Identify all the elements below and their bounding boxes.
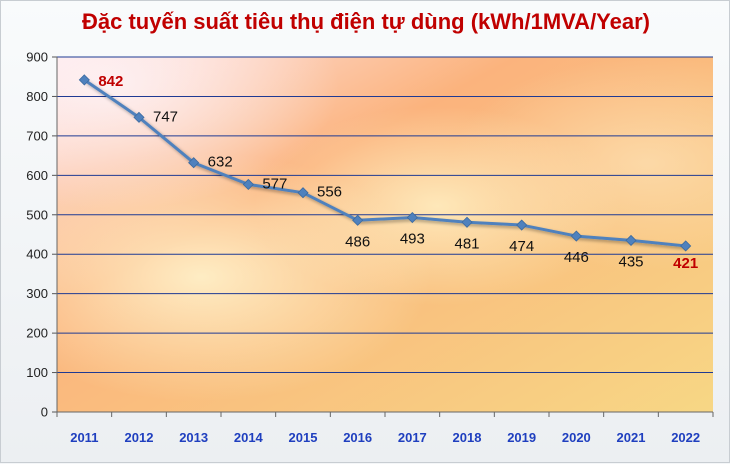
data-label: 556 [317,184,342,201]
data-label: 474 [509,238,534,255]
series-line [83,78,686,248]
data-label: 493 [400,231,425,248]
data-label: 486 [345,233,370,250]
data-label: 747 [153,108,178,125]
x-tick-label: 2020 [562,430,591,445]
axes: 0 100 200 300 400 500 600 700 800 900 2011 2012 2013… [26,50,714,445]
y-tick-label: 900 [26,50,48,65]
x-tick-label: 2016 [343,430,372,445]
x-tick-label: 2021 [617,430,646,445]
y-tick-label: 300 [26,286,48,301]
x-tick-label: 2019 [507,430,536,445]
data-point [133,111,145,123]
data-label: 632 [208,154,233,171]
plot-area [57,57,713,412]
data-series [78,74,692,252]
y-tick-label: 400 [26,247,48,262]
data-point [680,240,692,252]
y-tick-label: 100 [26,365,48,380]
data-point [406,211,418,224]
data-point [516,219,528,231]
x-tick-label: 2018 [453,430,482,445]
y-tick-label: 800 [26,89,48,104]
data-point [461,216,473,228]
chart-title: Đặc tuyến suất tiêu thụ điện tự dùng (kW… [81,9,650,34]
x-tick-label: 2014 [234,430,264,445]
data-label: 577 [262,175,287,192]
x-tick-label: 2013 [179,430,208,445]
data-label: 421 [673,255,698,272]
data-point [625,234,637,246]
x-tick-label: 2012 [125,430,154,445]
data-label: 481 [454,235,479,252]
x-tick-label: 2015 [289,430,318,445]
x-tick-label: 2011 [70,430,98,445]
y-tick-label: 500 [26,207,48,222]
data-label: 842 [98,73,123,90]
data-label: 435 [618,253,643,270]
data-point [242,178,254,190]
x-tick-label: 2017 [398,430,427,445]
data-labels: 842 747 632 577 556 486 493 481 474 446 435 421 [98,73,698,272]
y-tick-label: 600 [26,168,48,183]
x-tick-label: 2022 [671,430,700,445]
data-point [352,214,364,226]
data-point [188,157,200,169]
data-point [297,187,309,199]
data-point [78,74,90,86]
y-tick-label: 700 [26,128,48,143]
y-tick-label: 0 [41,405,48,420]
data-point [570,230,582,242]
y-tick-label: 200 [26,326,48,341]
data-label: 446 [564,249,589,266]
plot-glow [57,57,713,412]
